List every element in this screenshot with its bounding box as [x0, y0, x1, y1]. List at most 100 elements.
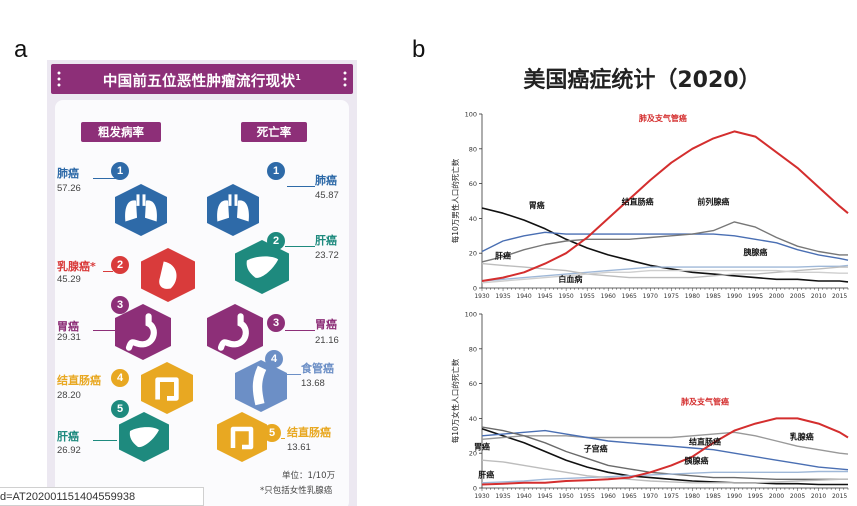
- x-tick-label: 1930: [474, 293, 489, 300]
- x-tick-label: 1950: [558, 293, 573, 300]
- liver-icon: [235, 240, 289, 298]
- x-tick-label: 1970: [643, 293, 658, 300]
- unit-note: 单位：1/10万: [282, 471, 336, 481]
- incidence-header: 粗发病率: [81, 122, 161, 142]
- x-tick-label: 1945: [537, 493, 552, 500]
- mortality-rate-value: 21.16: [315, 335, 339, 346]
- x-tick-label: 1995: [748, 293, 763, 300]
- x-tick-label: 1970: [643, 493, 658, 500]
- esophagus-icon: [235, 360, 287, 416]
- incidence-rate-value: 57.26: [57, 183, 81, 194]
- x-tick-label: 1955: [580, 293, 595, 300]
- x-tick-label: 1965: [622, 493, 637, 500]
- y-tick-label: 100: [465, 111, 477, 119]
- y-tick-label: 60: [469, 180, 477, 188]
- x-tick-label: 1955: [580, 493, 595, 500]
- incidence-rate-value: 45.29: [57, 274, 81, 285]
- mortality-rank-badge: 2: [267, 232, 285, 250]
- series-label-肺及支气管癌: 肺及支气管癌: [639, 113, 687, 123]
- mortality-cancer-name: 胃癌: [315, 318, 337, 331]
- liver-icon: [119, 412, 169, 466]
- mortality-connector-line: [281, 438, 285, 439]
- panel-b-letter: b: [412, 36, 426, 63]
- mortality-rank-badge: 3: [267, 314, 285, 332]
- y-tick-label: 60: [469, 380, 477, 388]
- mortality-rank-badge: 1: [267, 162, 285, 180]
- series-label-胰腺癌: 胰腺癌: [685, 456, 709, 466]
- incidence-rank-badge: 3: [111, 296, 129, 314]
- y-tick-label: 40: [469, 215, 477, 223]
- x-tick-label: 1930: [474, 493, 489, 500]
- incidence-rate-value: 29.31: [57, 332, 81, 343]
- x-tick-label: 2010: [811, 293, 826, 300]
- x-tick-label: 1980: [685, 493, 700, 500]
- x-tick-label: 1950: [558, 493, 573, 500]
- incidence-rate-value: 28.20: [57, 390, 81, 401]
- incidence-cancer-name: 胃癌: [57, 320, 79, 333]
- lungs-icon: [207, 184, 259, 240]
- series-line-结直肠癌: [481, 429, 849, 471]
- x-tick-label: 2015: [832, 493, 847, 500]
- mortality-header: 死亡率: [241, 122, 307, 142]
- series-label-胰腺癌: 胰腺癌: [743, 247, 767, 257]
- incidence-connector-line: [103, 271, 113, 272]
- x-tick-label: 1935: [495, 493, 510, 500]
- x-tick-label: 2010: [811, 493, 826, 500]
- banner-dots-left: [57, 70, 61, 88]
- mortality-cancer-name: 肝癌: [315, 234, 337, 247]
- url-fragment-overlay: d=AT202001151404559938: [0, 487, 204, 506]
- incidence-connector-line: [93, 178, 119, 179]
- series-label-肝癌: 肝癌: [495, 250, 511, 260]
- series-label-肺及支气管癌: 肺及支气管癌: [681, 396, 729, 406]
- series-line-胰腺癌: [481, 470, 848, 484]
- female-mortality-chart: 0 20 40 60 80 100 1930 1935 1940 1945 1950 1955 1960…: [450, 311, 849, 500]
- banner-dots-right: [343, 70, 347, 88]
- x-tick-label: 1940: [516, 293, 531, 300]
- series-line-白血病: [481, 269, 848, 284]
- series-line-胰腺癌: [481, 264, 849, 282]
- incidence-cancer-name: 结直肠癌: [57, 374, 101, 387]
- x-tick-label: 2005: [790, 493, 805, 500]
- series-label-肝癌: 肝癌: [478, 470, 494, 480]
- mortality-rate-value: 13.68: [301, 378, 325, 389]
- series-label-胃癌: 胃癌: [529, 200, 545, 210]
- x-tick-label: 1975: [664, 293, 679, 300]
- x-tick-label: 1990: [727, 293, 742, 300]
- mortality-connector-line: [285, 330, 315, 331]
- mortality-connector-line: [285, 374, 301, 375]
- y-tick-label: 40: [469, 415, 477, 423]
- incidence-cancer-name: 肝癌: [57, 430, 79, 443]
- x-tick-label: 1990: [727, 493, 742, 500]
- series-label-乳腺癌: 乳腺癌: [790, 431, 814, 441]
- x-tick-label: 2000: [769, 493, 784, 500]
- incidence-rank-badge: 4: [111, 369, 129, 387]
- incidence-connector-line: [93, 440, 117, 441]
- x-tick-label: 1965: [622, 293, 637, 300]
- x-tick-label: 2005: [790, 293, 805, 300]
- x-tick-label: 1985: [706, 293, 721, 300]
- y-tick-label: 80: [469, 145, 477, 153]
- colon-icon: [217, 412, 267, 466]
- lungs-icon: [115, 184, 167, 240]
- series-line-肝癌: [481, 459, 848, 484]
- series-line-乳腺癌: [481, 431, 849, 455]
- x-tick-label: 1960: [601, 493, 616, 500]
- series-line-肺及支气管癌: [481, 130, 849, 282]
- series-label-子宫癌: 子宫癌: [584, 443, 608, 453]
- series-line-胃癌: [481, 428, 848, 486]
- mortality-connector-line: [287, 186, 315, 187]
- mortality-cancer-name: 食管癌: [301, 362, 334, 375]
- y-tick-label: 20: [469, 250, 477, 258]
- series-label-前列腺癌: 前列腺癌: [697, 196, 729, 206]
- mortality-rank-badge: 5: [263, 424, 281, 442]
- infographic-title: 中国前五位恶性肿瘤流行现状1: [102, 73, 302, 90]
- mortality-rate-value: 23.72: [315, 250, 339, 261]
- mortality-rate-value: 13.61: [287, 442, 311, 453]
- mortality-cancer-name: 结直肠癌: [287, 426, 331, 439]
- panel-a-letter: a: [14, 36, 28, 63]
- stomach-icon: [115, 304, 171, 364]
- infographic-card: [55, 100, 349, 506]
- mortality-cancer-name: 肺癌: [315, 174, 337, 187]
- x-tick-label: 2015: [832, 293, 847, 300]
- us-cancer-stats-title: 美国癌症统计（2020）: [523, 68, 761, 93]
